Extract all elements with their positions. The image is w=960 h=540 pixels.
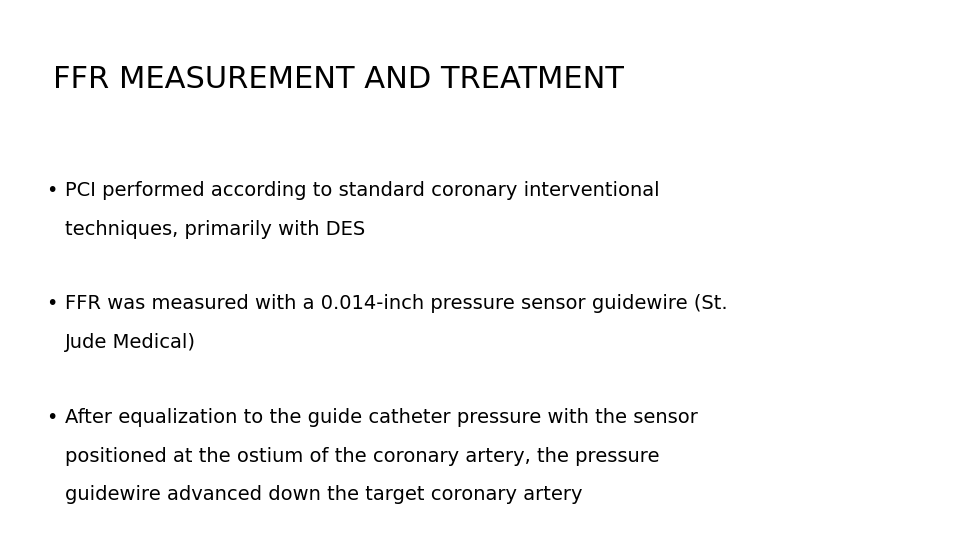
Text: •: • (46, 294, 58, 313)
Text: Jude Medical): Jude Medical) (65, 333, 196, 352)
Text: PCI performed according to standard coronary interventional: PCI performed according to standard coro… (65, 181, 660, 200)
Text: After equalization to the guide catheter pressure with the sensor: After equalization to the guide catheter… (65, 408, 698, 427)
Text: guidewire advanced down the target coronary artery: guidewire advanced down the target coron… (65, 485, 583, 504)
Text: •: • (46, 181, 58, 200)
Text: techniques, primarily with DES: techniques, primarily with DES (65, 220, 366, 239)
Text: FFR MEASUREMENT AND TREATMENT: FFR MEASUREMENT AND TREATMENT (53, 65, 624, 94)
Text: •: • (46, 408, 58, 427)
Text: positioned at the ostium of the coronary artery, the pressure: positioned at the ostium of the coronary… (65, 447, 660, 465)
Text: FFR was measured with a 0.014-inch pressure sensor guidewire (St.: FFR was measured with a 0.014-inch press… (65, 294, 728, 313)
